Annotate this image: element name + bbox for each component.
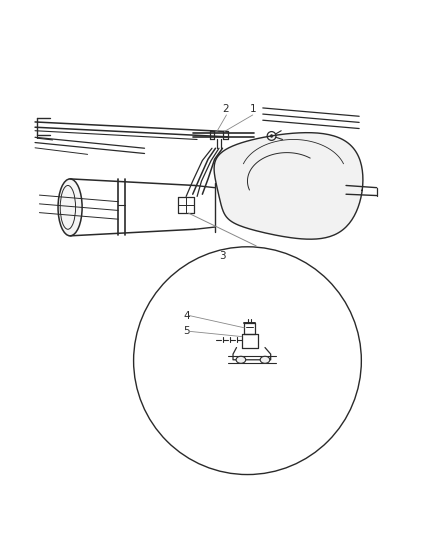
Text: 1: 1 <box>249 104 256 114</box>
Polygon shape <box>214 133 363 239</box>
Text: 2: 2 <box>222 104 229 114</box>
Text: 4: 4 <box>183 311 190 320</box>
Text: 5: 5 <box>183 326 190 336</box>
Circle shape <box>270 135 273 138</box>
Circle shape <box>134 247 361 474</box>
Ellipse shape <box>260 356 270 364</box>
Ellipse shape <box>236 356 246 364</box>
Text: 3: 3 <box>219 251 226 261</box>
Ellipse shape <box>58 179 82 236</box>
